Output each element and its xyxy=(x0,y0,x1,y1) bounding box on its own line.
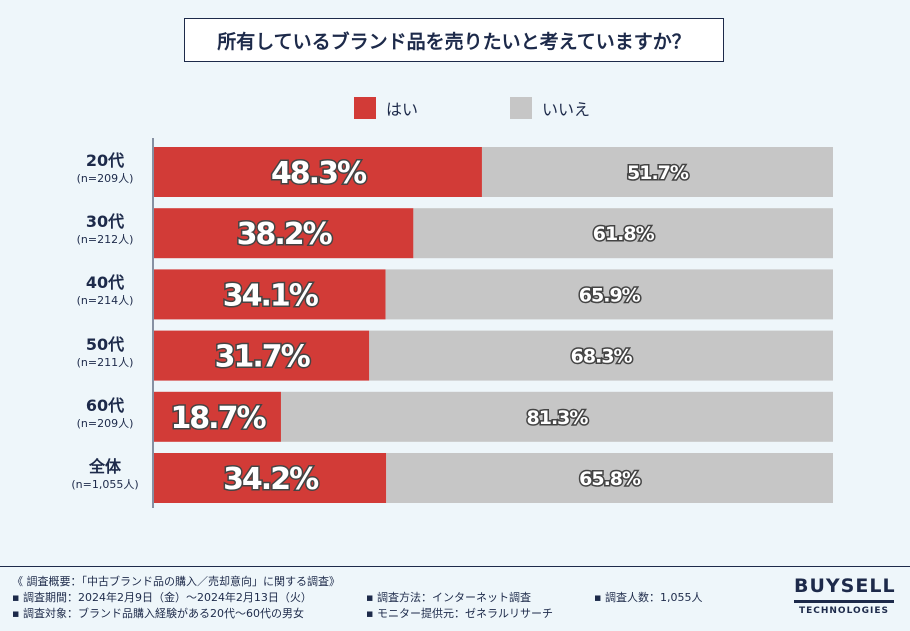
category-sample-size: (n=209人) xyxy=(76,172,134,185)
category-sample-size: (n=1,055人) xyxy=(71,478,139,491)
bar-no-0 xyxy=(481,147,833,197)
stacked-bar-chart: 48.3% 51.7% 38.2% 61.8% 34.1% 65.9% 31.7% 68.3%… xyxy=(152,138,833,508)
bar-no-3 xyxy=(369,330,833,381)
bar-no-2 xyxy=(385,269,833,320)
footer-subject: ▪ 調査対象：ブランド品購入経験がある20代～60代の男女 xyxy=(12,607,304,620)
footer-summary: 《 調査概要：「中古ブランド品の購入／売却意向」に関する調査》 xyxy=(12,575,340,588)
legend-label-no: いいえ xyxy=(542,100,591,119)
data-label-no-4: 81.3% xyxy=(527,407,589,429)
data-label-no-3: 68.3% xyxy=(571,346,633,368)
category-name: 全体 xyxy=(88,457,121,476)
chart-title: 所有しているブランド品を売りたいと考えていますか？ xyxy=(184,18,724,62)
category-name: 30代 xyxy=(85,212,125,232)
legend-item-yes: はい xyxy=(354,96,418,120)
footer-period: ▪ 調査期間：2024年2月9日（金）～2024年2月13日（火） xyxy=(12,591,312,604)
legend-swatch-yes xyxy=(354,97,376,119)
footer-count: ▪ 調査人数：1,055人 xyxy=(594,591,703,604)
category-sample-size: (n=209人) xyxy=(76,416,134,430)
category-label-1: 30代 (n=212人) xyxy=(60,212,150,248)
bar-yes-4 xyxy=(154,391,281,442)
category-label-0: 20代 (n=209人) xyxy=(60,151,150,187)
bar-yes-5 xyxy=(154,453,387,503)
category-sample-size: (n=211人) xyxy=(76,355,134,369)
legend-item-no: いいえ xyxy=(510,96,590,120)
data-label-no-1: 61.8% xyxy=(593,223,655,245)
footer-method: ▪ 調査方法：インターネット調査 xyxy=(366,591,531,604)
category-label-5: 全体 (n=1,055人) xyxy=(60,457,150,493)
bar-yes-0 xyxy=(154,147,482,197)
legend-swatch-no xyxy=(510,97,532,119)
data-label-yes-0: 48.3% xyxy=(271,156,367,191)
data-label-yes-2: 34.1% xyxy=(223,278,319,313)
data-label-no-5: 65.8% xyxy=(579,468,641,490)
logo-line2: TECHNOLOGIES xyxy=(798,606,890,616)
category-label-4: 60代 (n=209人) xyxy=(60,396,150,432)
category-name: 40代 xyxy=(85,273,125,293)
data-label-yes-4: 18.7% xyxy=(170,401,266,436)
category-name: 60代 xyxy=(85,395,125,415)
company-logo: BUYSELL TECHNOLOGIES xyxy=(794,575,896,616)
data-label-no-0: 51.7% xyxy=(627,162,689,184)
bar-no-4 xyxy=(280,391,833,442)
category-name: 20代 xyxy=(85,151,125,170)
bar-yes-2 xyxy=(154,269,386,320)
bar-no-1 xyxy=(413,208,833,259)
bar-yes-1 xyxy=(154,208,414,259)
category-sample-size: (n=212人) xyxy=(76,233,134,247)
category-label-2: 40代 (n=214人) xyxy=(60,273,150,309)
logo-line1: BUYSELL xyxy=(794,575,896,597)
data-label-yes-1: 38.2% xyxy=(237,217,333,252)
data-label-yes-3: 31.7% xyxy=(215,340,311,375)
category-name: 50代 xyxy=(85,334,125,354)
category-sample-size: (n=214人) xyxy=(76,294,134,308)
footer: 《 調査概要：「中古ブランド品の購入／売却意向」に関する調査》 ▪ 調査期間：2… xyxy=(0,566,910,631)
bar-yes-3 xyxy=(154,330,370,381)
legend: はい いいえ xyxy=(0,96,910,122)
data-label-no-2: 65.9% xyxy=(579,284,641,306)
data-label-yes-5: 34.2% xyxy=(223,462,319,497)
legend-label-yes: はい xyxy=(386,100,419,119)
bar-no-5 xyxy=(386,453,833,503)
logo-divider xyxy=(794,600,894,603)
category-label-3: 50代 (n=211人) xyxy=(60,335,150,371)
footer-provider: ▪ モニター提供元：ゼネラルリサーチ xyxy=(366,607,553,620)
